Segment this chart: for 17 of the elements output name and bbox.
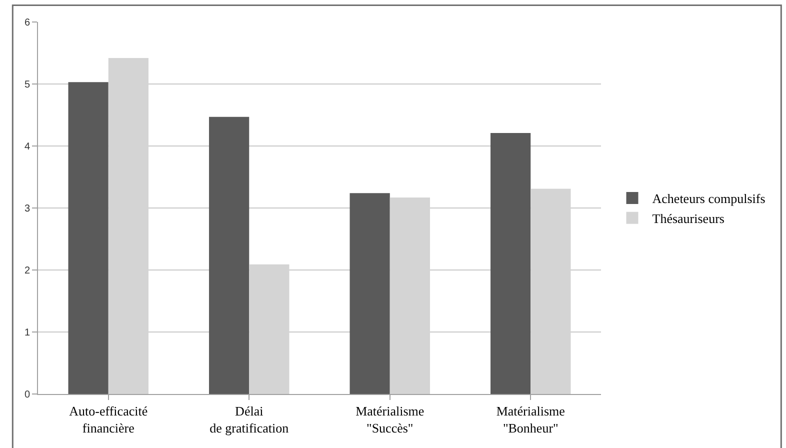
x-tick-label: Matérialisme "Succès" — [356, 404, 424, 436]
y-tick-label: 5 — [24, 80, 30, 90]
bar — [68, 82, 108, 394]
y-tick-label: 3 — [24, 204, 30, 214]
x-tick-label: Délai de gratification — [210, 404, 290, 436]
x-tick-label: Matérialisme "Bonheur" — [496, 404, 566, 436]
legend-label: Acheteurs compulsifs — [652, 191, 766, 206]
y-tick-label: 1 — [24, 328, 30, 338]
bar — [350, 193, 390, 394]
y-tick-label: 4 — [24, 142, 30, 152]
y-tick-label: 6 — [24, 18, 30, 28]
y-tick-label: 2 — [24, 266, 30, 276]
bar — [209, 116, 250, 394]
legend-label: Thésauriseurs — [652, 210, 724, 226]
y-tick-label: 0 — [24, 390, 30, 400]
bar — [490, 132, 531, 394]
x-tick-label: Auto-efficacité financière — [69, 404, 148, 436]
